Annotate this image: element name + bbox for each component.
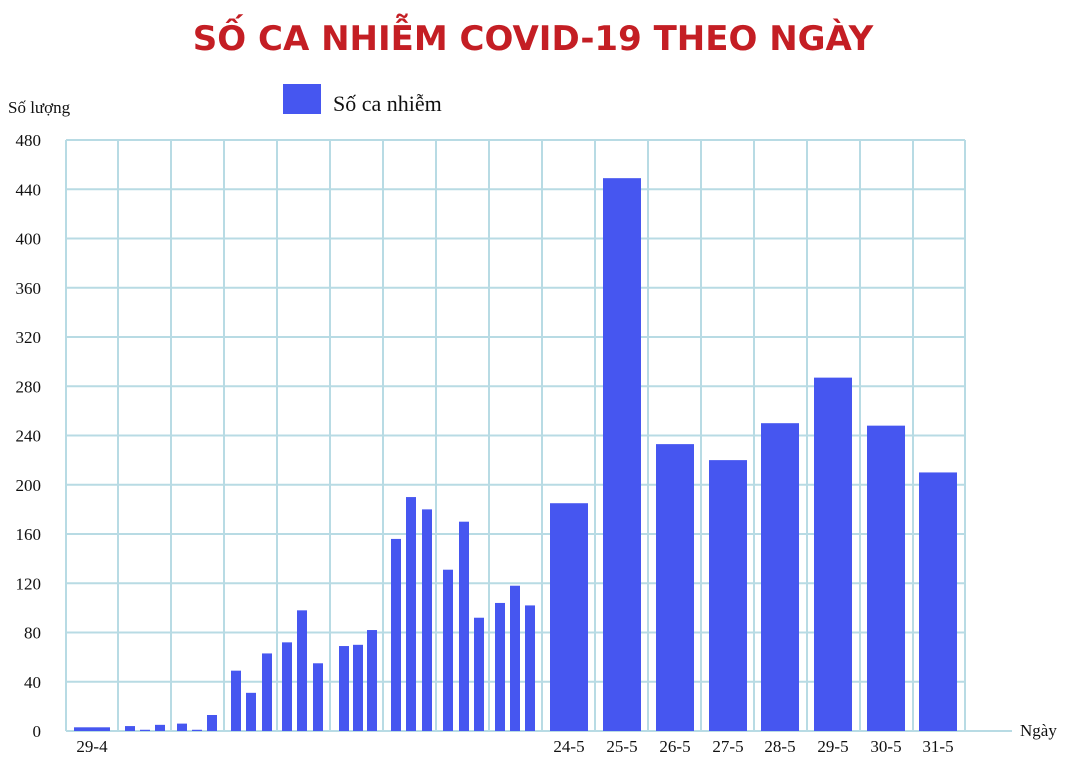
- bar: [262, 653, 272, 731]
- bar: [603, 178, 641, 731]
- bar: [246, 692, 256, 731]
- bar: [282, 642, 292, 731]
- bar: [474, 617, 484, 731]
- bar: [459, 521, 469, 731]
- bar: [550, 503, 588, 731]
- bar: [406, 497, 416, 731]
- x-tick-label: 25-5: [606, 737, 637, 756]
- bar: [919, 472, 957, 731]
- bar: [391, 538, 401, 731]
- bar: [422, 509, 432, 731]
- y-tick-label: 400: [16, 230, 42, 249]
- y-tick-label: 320: [16, 328, 42, 347]
- x-tick-label: 30-5: [870, 737, 901, 756]
- x-tick-label: 27-5: [712, 737, 743, 756]
- x-tick-label: 24-5: [553, 737, 584, 756]
- y-tick-label: 240: [16, 427, 42, 446]
- bar: [814, 377, 852, 731]
- y-tick-label: 280: [16, 377, 42, 396]
- legend-swatch: [283, 84, 321, 114]
- y-axis-ticks: 0 40 80 120 160 200 240 280 320 360 400 440 480: [16, 131, 42, 741]
- bar: [761, 423, 799, 731]
- bar: [443, 569, 453, 731]
- bar: [297, 610, 307, 731]
- x-tick-label: 28-5: [764, 737, 795, 756]
- y-tick-label: 80: [24, 624, 41, 643]
- bar: [656, 444, 694, 731]
- bar: [353, 644, 363, 731]
- bar: [709, 460, 747, 731]
- bar: [125, 726, 135, 731]
- y-tick-label: 200: [16, 476, 42, 495]
- x-axis-labels: 29-4 24-5 25-5 26-5 27-5 28-5 29-5 30-5 31-5: [76, 737, 953, 756]
- x-axis-label: Ngày: [1020, 721, 1057, 740]
- bar: [74, 727, 110, 731]
- y-tick-label: 120: [16, 574, 42, 593]
- bar: [140, 729, 150, 731]
- bar: [510, 585, 520, 731]
- bar: [207, 714, 217, 731]
- bar: [525, 605, 535, 731]
- bar: [867, 425, 905, 731]
- x-tick-label: 29-5: [817, 737, 848, 756]
- y-tick-label: 360: [16, 279, 42, 298]
- bar: [231, 670, 241, 731]
- x-tick-label: 31-5: [922, 737, 953, 756]
- y-tick-label: 40: [24, 673, 41, 692]
- y-tick-label: 480: [16, 131, 42, 150]
- legend-label: Số ca nhiễm: [333, 91, 442, 116]
- y-axis-label: Số lượng: [8, 98, 71, 117]
- chart-title: SỐ CA NHIỄM COVID-19 THEO NGÀY: [193, 14, 874, 59]
- grid-lines: [65, 139, 1012, 732]
- x-tick-label: 26-5: [659, 737, 690, 756]
- x-tick-label: 29-4: [76, 737, 108, 756]
- bars: [74, 178, 957, 731]
- bar: [177, 723, 187, 731]
- bar: [313, 663, 323, 731]
- bar: [155, 724, 165, 731]
- y-tick-label: 440: [16, 180, 42, 199]
- bar: [495, 602, 505, 731]
- bar: [192, 729, 202, 731]
- bar: [339, 646, 349, 731]
- bar: [367, 630, 377, 731]
- y-tick-label: 160: [16, 525, 42, 544]
- y-tick-label: 0: [33, 722, 42, 741]
